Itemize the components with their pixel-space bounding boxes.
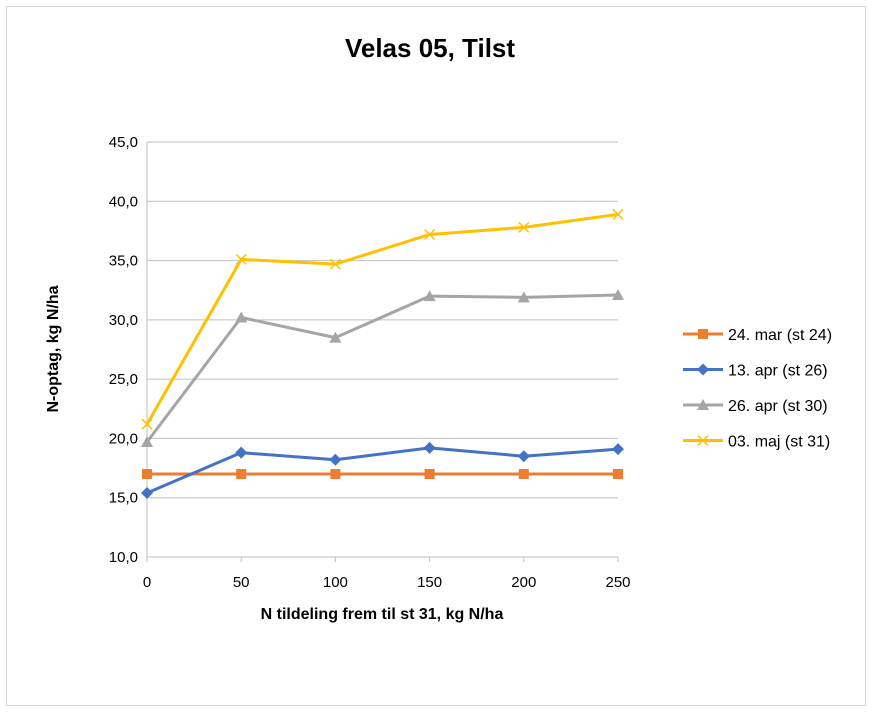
series-4-point [141, 418, 153, 430]
series-2-point [235, 446, 248, 459]
legend-marker [697, 399, 709, 410]
x-tick-label: 50 [233, 574, 250, 591]
x-tick-label: 200 [511, 574, 536, 591]
legend-label: 24. mar (st 24) [728, 327, 832, 344]
series-2-line [146, 446, 619, 495]
legend-marker [697, 434, 709, 447]
series-3-point [612, 288, 624, 300]
x-tick-label: 100 [323, 574, 348, 591]
x-tick-label: 250 [605, 574, 630, 591]
series-1-point [518, 469, 529, 479]
legend-label: 26. apr (st 30) [728, 398, 828, 415]
line-chart: Velas 05, Tilst 10,0 15,0 20,0 25,0 30,0 35,0 4… [45, 33, 832, 623]
y-tick-label: 45,0 [109, 134, 138, 151]
series-1-point [236, 469, 247, 479]
y-tick-label: 15,0 [109, 490, 138, 507]
legend-marker [697, 363, 709, 376]
series-3-point [235, 311, 248, 323]
series-3-line [145, 293, 619, 443]
y-axis-label: N-optag, kg N/ha [45, 285, 62, 412]
series-4-point [612, 208, 624, 220]
chart-title: Velas 05, Tilst [345, 33, 515, 63]
series-1-point [330, 469, 341, 479]
y-tick-label: 10,0 [109, 549, 138, 566]
series-2-point [141, 486, 153, 499]
chart-area: Velas 05, Tilst 10,0 15,0 20,0 25,0 30,0 35,0 4… [6, 6, 866, 706]
y-tick-label: 25,0 [109, 371, 138, 388]
series-4-point [329, 258, 341, 270]
legend-label: 03. maj (st 31) [728, 434, 830, 451]
series-4-point [424, 228, 436, 241]
series-3-point [329, 331, 342, 343]
y-tick-label: 20,0 [109, 430, 138, 447]
series-3-point [141, 435, 153, 447]
series-2-point [517, 450, 530, 463]
series-1-point [613, 469, 623, 479]
series-3-point [423, 290, 436, 302]
series-4-point [518, 221, 530, 233]
series-2-point [612, 443, 624, 456]
series-4-line [145, 212, 619, 425]
series-2-point [423, 441, 436, 454]
y-tick-label: 30,0 [109, 312, 138, 329]
series-4-point [235, 253, 247, 265]
x-tick-label: 150 [417, 574, 442, 591]
series-3-point [517, 291, 530, 303]
series-1-point [424, 469, 435, 479]
legend-marker [698, 329, 708, 339]
series-2-point [329, 453, 342, 466]
x-tick-label: 0 [143, 574, 151, 591]
x-axis-label: N tildeling frem til st 31, kg N/ha [261, 606, 504, 623]
legend-label: 13. apr (st 26) [728, 363, 828, 380]
y-tick-label: 35,0 [109, 253, 138, 270]
y-tick-label: 40,0 [109, 193, 138, 210]
series-1-point [142, 469, 152, 479]
